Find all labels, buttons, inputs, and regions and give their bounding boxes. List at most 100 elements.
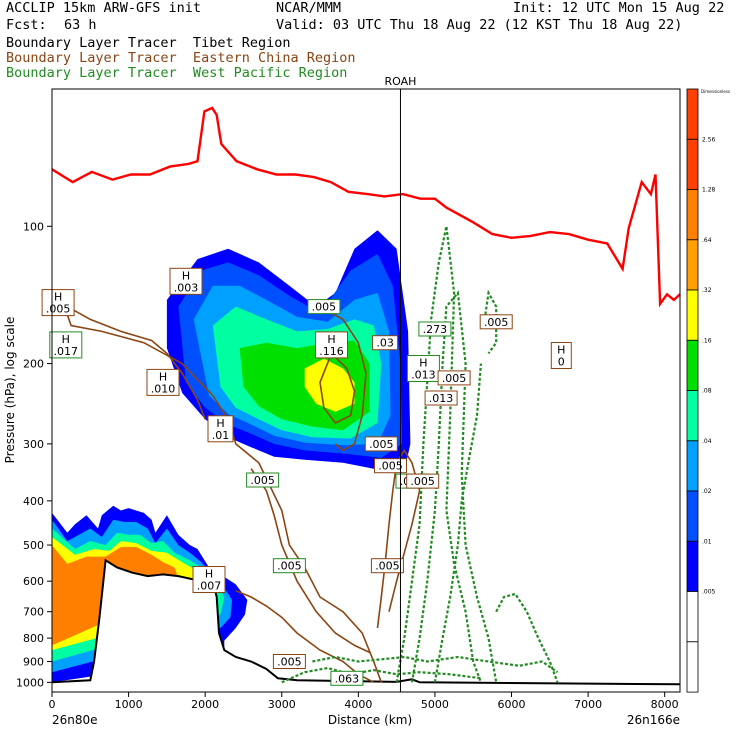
h-label-letter: H xyxy=(182,269,190,282)
colorbar-label: .005 xyxy=(702,589,716,596)
x-tick-label: 3000 xyxy=(268,698,296,711)
y-tick-label: 300 xyxy=(23,438,44,451)
colorbar-label: 2.56 xyxy=(702,136,716,143)
h-label-value: .005 xyxy=(277,560,302,573)
h-label-value: .116 xyxy=(319,345,344,358)
y-tick-label: 600 xyxy=(23,575,44,588)
h-label-4: H.01 xyxy=(207,415,234,443)
header-fcst-label: Fcst: xyxy=(6,17,47,33)
plume-level-5 xyxy=(304,358,355,412)
x-tick-label: 2000 xyxy=(191,698,219,711)
roah-label: ROAH xyxy=(385,75,417,88)
colorbar-label: .16 xyxy=(702,337,712,344)
brown-contour-3 xyxy=(319,305,367,452)
h-label-22: .005 xyxy=(272,654,306,669)
h-label-20: .005 xyxy=(272,558,306,574)
h-label-16: .005 xyxy=(374,458,407,474)
h-label-value: .007 xyxy=(197,580,222,593)
x-tick-label: 5000 xyxy=(421,698,449,711)
y-tick-label: 400 xyxy=(23,495,44,508)
colorbar-swatch xyxy=(686,289,699,341)
h-label-value: .005 xyxy=(484,316,509,329)
tracer-fill-layer xyxy=(52,230,680,692)
h-label-letter: H xyxy=(54,291,62,304)
header-org: NCAR/MMM xyxy=(276,0,342,16)
y-tick-label: 200 xyxy=(23,358,44,371)
colorbar-label: .01 xyxy=(702,538,712,545)
h-label-value: .273 xyxy=(423,323,448,336)
h-label-letter: H xyxy=(216,417,224,430)
x-axis-label: Distance (km) xyxy=(328,713,412,727)
h-label-9: .005 xyxy=(479,314,513,330)
header-valid: Valid: 03 UTC Thu 18 Aug 22 (12 KST Thu … xyxy=(276,17,683,33)
h-label-2: H.017 xyxy=(49,331,83,359)
h-label-12: .005 xyxy=(437,370,471,386)
h-label-3: H.010 xyxy=(146,368,180,396)
right-end-label: 26n166e xyxy=(627,713,680,727)
h-label-value: .005 xyxy=(375,560,400,573)
h-label-letter: H xyxy=(159,370,167,383)
legend-tibet: Boundary Layer Tracer Tibet Region xyxy=(6,35,291,51)
h-label-value: .013 xyxy=(429,392,454,405)
header-model: ACCLIP 15km ARW-GFS init xyxy=(6,0,202,16)
green-contour-5 xyxy=(312,655,559,674)
x-tick-label: 8000 xyxy=(651,698,679,711)
colorbar-swatch xyxy=(686,138,699,191)
x-tick-label: 4000 xyxy=(344,698,372,711)
brown-contour-2 xyxy=(250,468,371,654)
h-label-value: .005 xyxy=(378,460,403,473)
h-label-value: 0 xyxy=(558,356,565,369)
colorbar-title: Dimensionless xyxy=(701,89,730,94)
colorbar-swatch xyxy=(686,339,699,391)
x-tick-label: 1000 xyxy=(115,698,143,711)
y-tick-label: 500 xyxy=(23,539,44,552)
tropopause-line xyxy=(51,106,681,308)
h-label-letter: H xyxy=(419,357,427,370)
y-tick-label: 1000 xyxy=(16,676,44,689)
colorbar-label: .08 xyxy=(702,388,712,395)
colorbar-swatch xyxy=(686,189,699,241)
h-label-15: .005 xyxy=(364,436,398,452)
y-tick-label: 100 xyxy=(23,220,44,233)
h-label-18: .005 xyxy=(406,473,440,489)
colorbar-label: .32 xyxy=(702,287,712,294)
h-label-value: .005 xyxy=(410,475,435,488)
green-contour-3 xyxy=(483,289,498,355)
h-label-8: .273 xyxy=(418,321,452,337)
colorbar-swatch xyxy=(686,490,699,542)
h-label-5: .005 xyxy=(307,299,341,315)
h-label-0: H.003 xyxy=(169,267,203,295)
green-contour-6 xyxy=(281,666,482,684)
h-label-value: .005 xyxy=(277,656,302,669)
brown-contour-1 xyxy=(66,305,206,420)
header-fcst-value: 63 h xyxy=(64,17,97,33)
axis-layer: ROAH 100 200 300 400 500 600 700 800 900 1000 Press… xyxy=(3,75,681,727)
h-label-letter: H xyxy=(557,344,565,357)
h-label-value: .005 xyxy=(250,474,275,487)
colorbar: Dimensionless 2.56 1.28 .64 .32 .16 .08 .04 .02.… xyxy=(686,88,730,693)
colorbar-label: .64 xyxy=(702,237,712,244)
colorbar-swatch xyxy=(686,641,699,693)
h-label-23: .063 xyxy=(330,670,364,686)
h-label-value: .063 xyxy=(335,672,360,685)
colorbar-label: .04 xyxy=(702,438,712,445)
h-label-21: .005 xyxy=(370,558,404,574)
header-init: Init: 12 UTC Mon 15 Aug 22 xyxy=(513,0,725,16)
h-label-11: H.013 xyxy=(406,355,440,382)
h-label-letter: H xyxy=(205,568,213,581)
colorbar-label: .02 xyxy=(702,488,712,495)
colorbar-swatch xyxy=(686,239,699,291)
plot-frame xyxy=(51,88,681,693)
green-contour-4 xyxy=(495,592,559,683)
h-label-13: .013 xyxy=(424,390,458,406)
h-label-14: .005 xyxy=(246,472,280,488)
h-label-value: .005 xyxy=(369,438,394,451)
h-label-letter: H xyxy=(62,333,70,346)
colorbar-label: 1.28 xyxy=(702,187,716,194)
h-label-1: H.005 xyxy=(41,289,75,317)
h-label-layer: H.003H.005H.017H.010H.01.005H.116.03.273… xyxy=(41,267,572,686)
legend-eastern-china: Boundary Layer Tracer Eastern China Regi… xyxy=(6,50,356,66)
h-label-value: .01 xyxy=(212,429,230,442)
x-tick-label: 7000 xyxy=(574,698,602,711)
colorbar-swatch xyxy=(686,440,699,492)
